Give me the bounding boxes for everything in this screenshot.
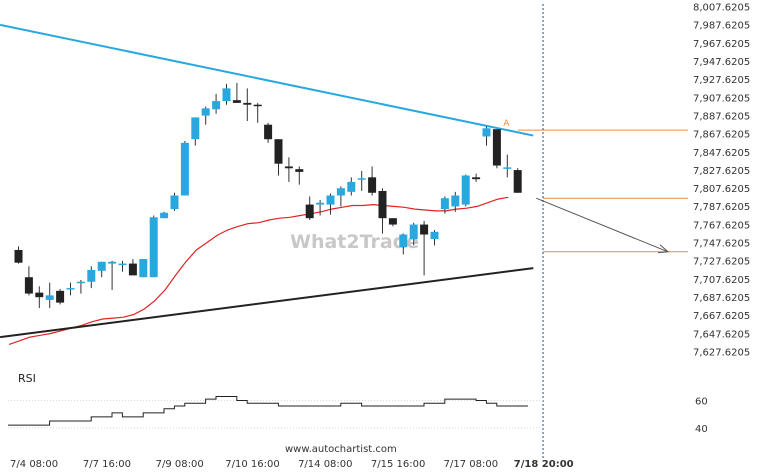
- candle-body: [430, 231, 439, 240]
- forecast-arrow-line: [535, 197, 669, 253]
- candle-body: [76, 281, 85, 284]
- rsi-label: RSI: [18, 372, 36, 385]
- candles: [14, 82, 522, 309]
- candle-body: [191, 117, 200, 140]
- candle-body: [336, 188, 345, 196]
- price-tick-label: 8,007.6205: [693, 3, 750, 14]
- price-tick-label: 7,727.6205: [693, 257, 750, 268]
- candle-body: [35, 292, 44, 298]
- price-tick-label: 7,947.6205: [693, 57, 750, 68]
- candle-body: [139, 259, 148, 278]
- candle-body: [264, 124, 273, 140]
- candle-body: [388, 218, 397, 225]
- time-tick-label: 7/17 08:00: [444, 459, 498, 470]
- price-tick-label: 7,827.6205: [693, 166, 750, 177]
- candle-body: [149, 217, 158, 278]
- candle-body: [284, 166, 293, 169]
- time-tick-label: 7/7 16:00: [83, 459, 131, 470]
- candle-body: [357, 178, 366, 180]
- rsi-line: [8, 395, 528, 426]
- candle-body: [451, 195, 460, 207]
- price-tick-label: 7,767.6205: [693, 220, 750, 231]
- candle-body: [399, 234, 408, 248]
- candle-body: [222, 88, 231, 102]
- time-tick-label: 7/18 20:00: [514, 459, 574, 470]
- candle-body: [128, 263, 137, 276]
- candle-body: [108, 261, 117, 264]
- candle-body: [66, 288, 75, 290]
- price-tick-label: 7,987.6205: [693, 21, 750, 32]
- candle-body: [420, 224, 429, 235]
- candle-body: [180, 142, 189, 196]
- candle-body: [232, 100, 241, 103]
- footer-url: www.autochartist.com: [285, 444, 397, 455]
- candle-body: [295, 169, 304, 172]
- candle-body: [87, 269, 96, 282]
- price-tick-label: 7,787.6205: [693, 202, 750, 213]
- pattern-point-label: A: [503, 119, 510, 129]
- time-tick-label: 7/14 08:00: [298, 459, 352, 470]
- candle-body: [24, 277, 33, 294]
- candle-body: [305, 204, 314, 219]
- time-tick-label: 7/9 08:00: [156, 459, 204, 470]
- price-tick-label: 7,687.6205: [693, 293, 750, 304]
- candle-body: [316, 202, 325, 205]
- price-tick-label: 7,867.6205: [693, 130, 750, 141]
- candle-body: [513, 170, 522, 193]
- candle-body: [368, 177, 377, 193]
- price-tick-label: 7,747.6205: [693, 239, 750, 250]
- candle-body: [409, 224, 418, 240]
- candle-body: [118, 263, 127, 266]
- candle-body: [160, 212, 169, 219]
- support-line: [0, 267, 534, 339]
- candle-body: [503, 167, 512, 169]
- candle-body: [97, 261, 106, 271]
- candle-body: [472, 177, 481, 180]
- candle-body: [378, 190, 387, 219]
- candle-body: [243, 102, 252, 105]
- forecast-arrow-head: [657, 244, 670, 254]
- candle-body: [326, 195, 335, 205]
- price-tick-label: 7,627.6205: [693, 348, 750, 359]
- rsi-level-label: 60: [695, 397, 708, 408]
- moving-average: [8, 196, 509, 345]
- candle-body: [482, 128, 491, 137]
- candle-body: [492, 129, 501, 166]
- pattern-lines: A: [0, 4, 688, 458]
- price-tick-label: 7,927.6205: [693, 75, 750, 86]
- candle-body: [274, 139, 283, 164]
- price-axis: 8,007.6205 7,987.6205 7,967.6205 7,947.6205…: [693, 3, 750, 359]
- candle-body: [14, 249, 23, 263]
- candle-body: [201, 108, 210, 116]
- price-tick-label: 7,647.6205: [693, 329, 750, 340]
- price-tick-label: 7,667.6205: [693, 311, 750, 322]
- candle-body: [45, 295, 54, 300]
- candle-body: [56, 290, 65, 303]
- resistance-line: [0, 23, 534, 137]
- candle-body: [440, 198, 449, 210]
- candle-body: [347, 181, 356, 192]
- price-tick-label: 7,807.6205: [693, 184, 750, 195]
- watermark: What2Trade: [290, 231, 419, 253]
- candle-body: [212, 101, 221, 110]
- price-tick-label: 7,887.6205: [693, 111, 750, 122]
- price-tick-label: 7,967.6205: [693, 39, 750, 50]
- price-tick-label: 7,907.6205: [693, 93, 750, 104]
- candle-body: [253, 104, 262, 107]
- price-tick-label: 7,847.6205: [693, 148, 750, 159]
- ma-line: [8, 196, 509, 345]
- rsi-panel: RSI 60 40: [8, 372, 708, 435]
- time-tick-label: 7/4 08:00: [10, 459, 58, 470]
- price-tick-label: 7,707.6205: [693, 275, 750, 286]
- time-tick-label: 7/15 16:00: [371, 459, 425, 470]
- time-axis: 7/4 08:00 7/7 16:00 7/9 08:00 7/10 16:00 7/1…: [10, 459, 574, 470]
- time-tick-label: 7/10 16:00: [225, 459, 279, 470]
- candle-body: [170, 195, 179, 210]
- rsi-level-label: 40: [695, 424, 708, 435]
- candle-body: [461, 175, 470, 205]
